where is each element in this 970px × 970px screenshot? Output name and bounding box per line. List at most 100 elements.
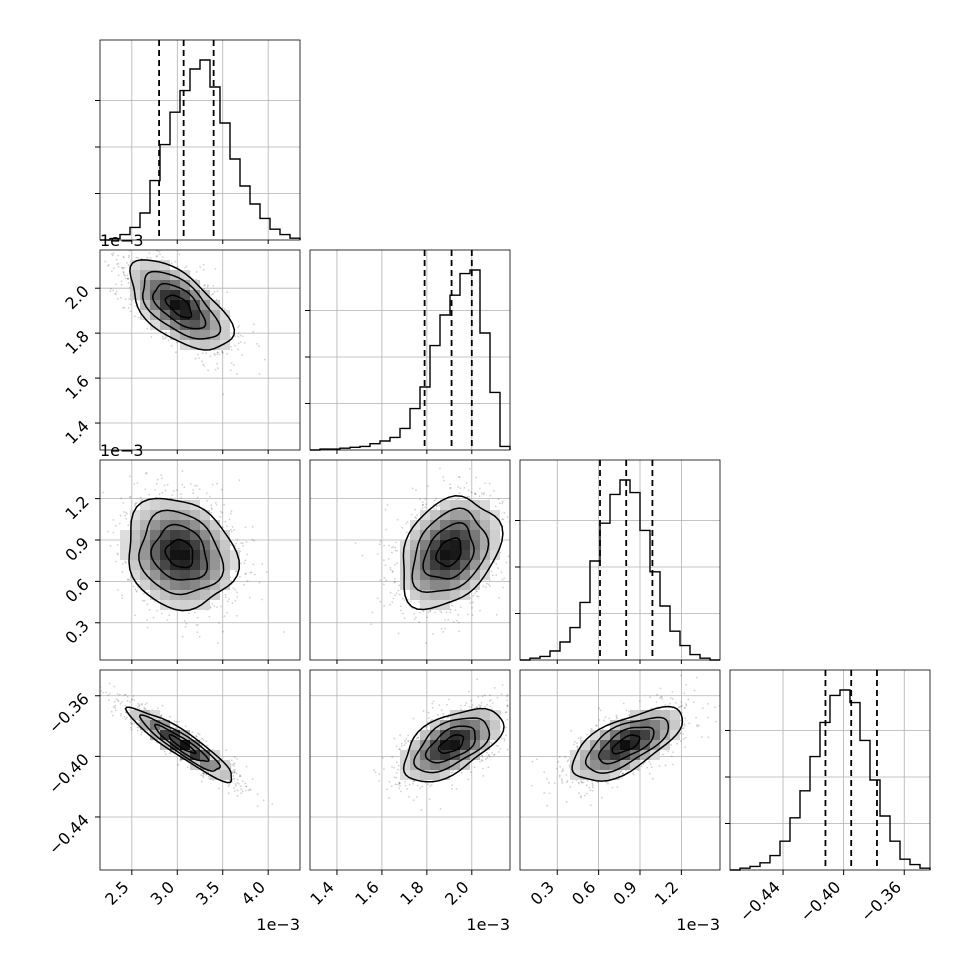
density-cell xyxy=(180,570,190,580)
sample-point xyxy=(109,692,111,695)
sample-point xyxy=(261,563,264,565)
sample-point xyxy=(422,610,425,613)
sample-point xyxy=(184,725,187,728)
sample-point xyxy=(110,710,113,713)
sample-point xyxy=(176,489,178,491)
sample-point xyxy=(206,499,209,502)
density-cell xyxy=(200,600,210,610)
sample-point xyxy=(488,482,491,485)
density-cell xyxy=(170,590,180,600)
sample-point xyxy=(234,589,237,591)
sample-point xyxy=(156,609,159,612)
sample-point xyxy=(201,360,203,363)
sample-point xyxy=(128,256,130,259)
sample-point xyxy=(457,497,460,500)
sample-point xyxy=(245,785,248,788)
density-cell xyxy=(410,590,420,600)
sample-point xyxy=(178,253,181,256)
sample-point xyxy=(361,554,364,557)
sample-point xyxy=(211,483,214,486)
sample-point xyxy=(429,609,431,612)
sample-point xyxy=(125,716,128,719)
sample-point xyxy=(120,266,123,269)
density-cell xyxy=(180,580,190,590)
sample-point xyxy=(134,315,136,318)
sample-point xyxy=(111,254,114,257)
density-cell xyxy=(460,580,470,590)
sample-point xyxy=(206,744,209,747)
density-cell xyxy=(220,340,230,350)
sample-point xyxy=(501,502,504,505)
sample-point xyxy=(192,492,195,495)
sample-point xyxy=(165,331,168,334)
sample-point xyxy=(114,292,116,295)
sample-point xyxy=(414,508,417,511)
sample-point xyxy=(200,774,203,777)
sample-point xyxy=(175,351,177,354)
density-cell xyxy=(200,520,210,530)
density-cell xyxy=(190,300,200,310)
sample-point xyxy=(237,342,240,345)
contour-line xyxy=(128,497,241,612)
sample-point xyxy=(386,504,389,506)
sample-point xyxy=(418,621,420,624)
sample-point xyxy=(354,542,357,544)
sample-point xyxy=(110,270,113,273)
sample-point xyxy=(240,542,243,544)
density-cell xyxy=(220,580,230,590)
density-cell xyxy=(480,560,490,570)
density-cell xyxy=(180,540,190,550)
sample-point xyxy=(235,373,238,376)
density-cell xyxy=(190,290,200,300)
density-cell xyxy=(140,260,150,270)
density-cell xyxy=(450,550,460,560)
sample-point xyxy=(188,612,190,614)
density-cell xyxy=(170,530,180,540)
sample-point xyxy=(449,608,452,611)
sample-point xyxy=(474,493,477,495)
sample-point xyxy=(384,564,387,567)
sample-point xyxy=(229,369,232,372)
sample-point xyxy=(438,505,440,507)
sample-point xyxy=(120,280,123,283)
density-cell xyxy=(170,320,180,330)
sample-point xyxy=(122,255,125,258)
sample-point xyxy=(390,568,392,571)
sample-point xyxy=(223,503,225,506)
density-cell xyxy=(210,520,220,530)
sample-point xyxy=(216,362,219,365)
density-cell xyxy=(480,500,490,510)
density-cell xyxy=(410,580,420,590)
sample-point xyxy=(185,622,188,625)
sample-point xyxy=(194,484,196,487)
density-cell xyxy=(170,600,180,610)
sample-point xyxy=(124,693,127,696)
sample-point xyxy=(232,587,235,589)
sample-point xyxy=(466,456,468,458)
sample-point xyxy=(146,256,149,259)
sample-point xyxy=(190,483,192,485)
density-cell xyxy=(430,600,440,610)
sample-point xyxy=(115,293,117,296)
sample-point xyxy=(383,583,385,586)
sample-point xyxy=(242,335,244,338)
density-cell xyxy=(450,510,460,520)
density-cell xyxy=(150,270,160,280)
density-cell xyxy=(440,570,450,580)
density-cell xyxy=(200,340,210,350)
sample-point xyxy=(249,571,252,574)
sample-point xyxy=(203,772,205,774)
sample-point xyxy=(165,336,168,338)
sample-point xyxy=(215,298,218,301)
sample-point xyxy=(129,496,132,498)
sample-point xyxy=(241,790,244,793)
sample-point xyxy=(233,756,236,759)
sample-point xyxy=(170,497,172,500)
density-cell xyxy=(190,590,200,600)
density-cell xyxy=(170,500,180,510)
sample-point xyxy=(435,497,437,500)
sample-point xyxy=(153,245,155,247)
density-cell xyxy=(230,560,240,570)
sample-point xyxy=(175,720,178,723)
density-cell xyxy=(150,290,160,300)
